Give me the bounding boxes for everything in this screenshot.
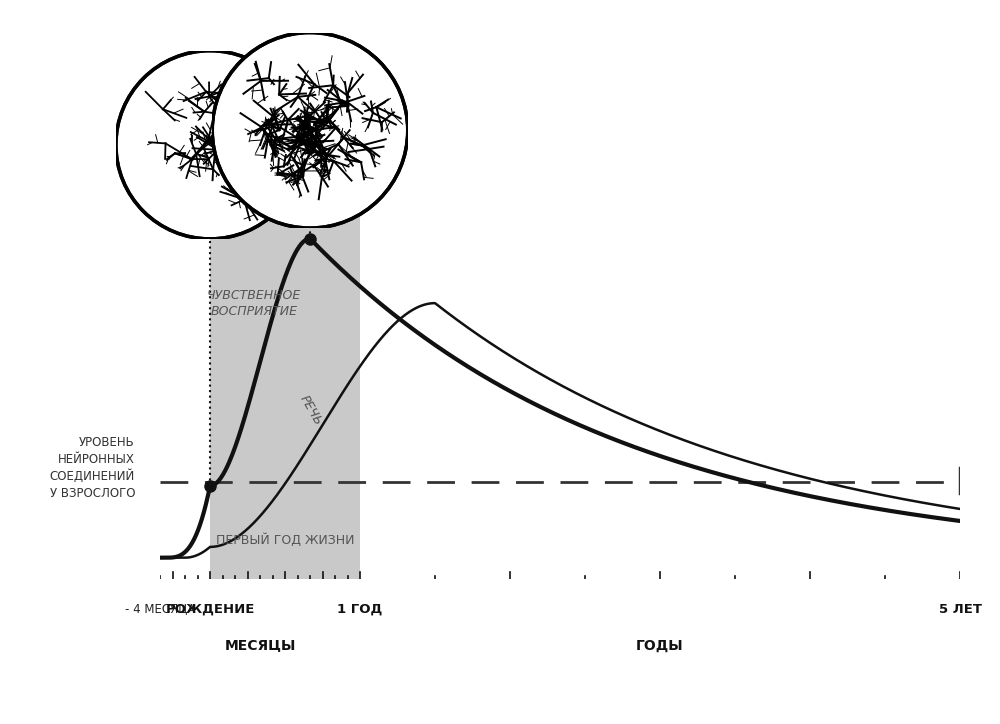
Text: 1 ГОД: 1 ГОД <box>337 602 383 615</box>
Text: МЕСЯЦЫ: МЕСЯЦЫ <box>224 639 296 652</box>
Text: ЧУВСТВЕННОЕ
ВОСПРИЯТИЕ: ЧУВСТВЕННОЕ ВОСПРИЯТИЕ <box>207 289 301 318</box>
Text: 5 ЛЕТ: 5 ЛЕТ <box>939 602 982 615</box>
Text: - 4 МЕСЯЦА: - 4 МЕСЯЦА <box>125 602 195 615</box>
Text: ГОДЫ: ГОДЫ <box>636 639 684 652</box>
Text: ПЕРВЫЙ ГОД ЖИЗНИ: ПЕРВЫЙ ГОД ЖИЗНИ <box>216 534 354 547</box>
Circle shape <box>212 33 408 228</box>
Text: РОЖДЕНИЕ: РОЖДЕНИЕ <box>165 602 255 615</box>
Text: РЕЧЬ: РЕЧЬ <box>298 393 325 428</box>
Circle shape <box>116 51 304 239</box>
Text: УРОВЕНЬ
НЕЙРОННЫХ
СОЕДИНЕНИЙ
У ВЗРОСЛОГО: УРОВЕНЬ НЕЙРОННЫХ СОЕДИНЕНИЙ У ВЗРОСЛОГО <box>50 436 135 500</box>
Bar <box>210 203 360 579</box>
